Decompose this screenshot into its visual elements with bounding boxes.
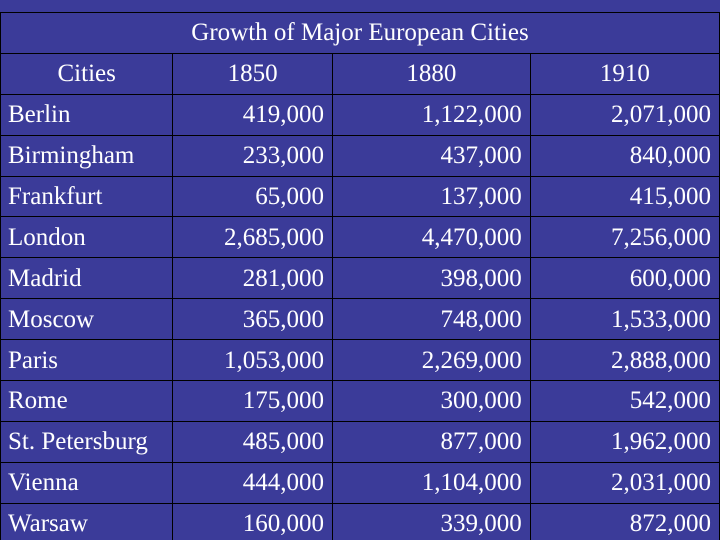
- population-cell: 840,000: [529, 134, 720, 177]
- city-name-cell: Birmingham: [0, 134, 174, 177]
- table-row: Moscow 365,000 748,000 1,533,000: [0, 298, 720, 341]
- population-cell: 415,000: [529, 175, 720, 218]
- population-cell: 748,000: [332, 298, 531, 341]
- population-cell: 1,533,000: [529, 298, 720, 341]
- table-row: London 2,685,000 4,470,000 7,256,000: [0, 216, 720, 259]
- population-cell: 1,104,000: [332, 461, 531, 504]
- population-cell: 1,053,000: [172, 339, 333, 382]
- city-name-cell: Moscow: [0, 298, 174, 341]
- population-cell: 365,000: [172, 298, 333, 341]
- header-row: Cities 1850 1880 1910: [0, 52, 720, 95]
- city-name-cell: Rome: [0, 380, 174, 422]
- table-row: Madrid 281,000 398,000 600,000: [0, 257, 720, 300]
- title-row: Growth of Major European Cities: [0, 12, 720, 54]
- table-row: St. Petersburg 485,000 877,000 1,962,000: [0, 420, 720, 463]
- table-row: Berlin 419,000 1,122,000 2,071,000: [0, 93, 720, 136]
- table-row: Vienna 444,000 1,104,000 2,031,000: [0, 461, 720, 504]
- city-name-cell: Madrid: [0, 257, 174, 300]
- table-row: Paris 1,053,000 2,269,000 2,888,000: [0, 339, 720, 382]
- population-cell: 877,000: [332, 420, 531, 463]
- population-cell: 1,122,000: [332, 93, 531, 136]
- header-1850: 1850: [172, 52, 333, 95]
- table-row: Warsaw 160,000 339,000 872,000: [0, 502, 720, 540]
- city-name-cell: Warsaw: [0, 502, 174, 540]
- population-cell: 398,000: [332, 257, 531, 300]
- header-1880: 1880: [332, 52, 531, 95]
- header-1910: 1910: [529, 52, 720, 95]
- city-name-cell: Berlin: [0, 93, 174, 136]
- population-cell: 281,000: [172, 257, 333, 300]
- population-cell: 542,000: [529, 380, 720, 422]
- population-cell: 437,000: [332, 134, 531, 177]
- population-cell: 4,470,000: [332, 216, 531, 259]
- population-cell: 419,000: [172, 93, 333, 136]
- population-cell: 2,685,000: [172, 216, 333, 259]
- population-cell: 2,888,000: [529, 339, 720, 382]
- table-row: Rome 175,000 300,000 542,000: [0, 380, 720, 422]
- population-cell: 339,000: [332, 502, 531, 540]
- population-cell: 160,000: [172, 502, 333, 540]
- population-cell: 175,000: [172, 380, 333, 422]
- city-name-cell: Paris: [0, 339, 174, 382]
- population-cell: 233,000: [172, 134, 333, 177]
- population-cell: 300,000: [332, 380, 531, 422]
- population-cell: 2,031,000: [529, 461, 720, 504]
- population-cell: 872,000: [529, 502, 720, 540]
- header-cities: Cities: [0, 52, 174, 95]
- table-title: Growth of Major European Cities: [0, 12, 720, 54]
- population-cell: 600,000: [529, 257, 720, 300]
- table-row: Birmingham 233,000 437,000 840,000: [0, 134, 720, 177]
- cities-table: Growth of Major European Cities Cities 1…: [0, 12, 720, 540]
- population-cell: 137,000: [332, 175, 531, 218]
- city-name-cell: London: [0, 216, 174, 259]
- population-cell: 444,000: [172, 461, 333, 504]
- city-name-cell: St. Petersburg: [0, 420, 174, 463]
- population-cell: 2,269,000: [332, 339, 531, 382]
- city-name-cell: Frankfurt: [0, 175, 174, 218]
- population-cell: 485,000: [172, 420, 333, 463]
- population-cell: 1,962,000: [529, 420, 720, 463]
- population-cell: 2,071,000: [529, 93, 720, 136]
- population-cell: 65,000: [172, 175, 333, 218]
- city-name-cell: Vienna: [0, 461, 174, 504]
- population-cell: 7,256,000: [529, 216, 720, 259]
- table-row: Frankfurt 65,000 137,000 415,000: [0, 175, 720, 218]
